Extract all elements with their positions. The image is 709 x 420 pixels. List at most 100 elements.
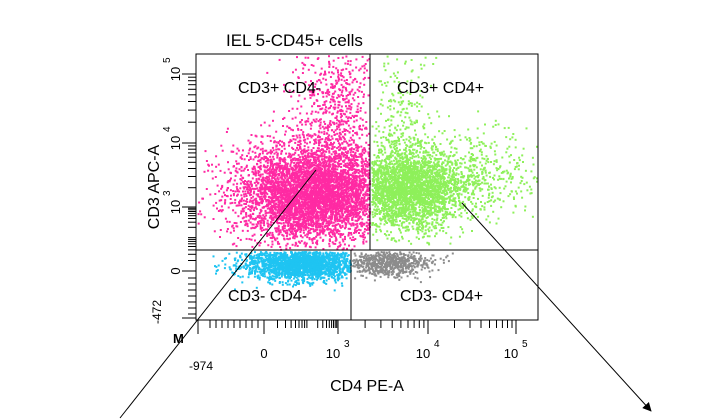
event-dot: [272, 192, 275, 195]
event-dot: [343, 138, 346, 141]
event-dot: [337, 178, 340, 181]
event-dot: [282, 215, 285, 218]
event-dot: [260, 185, 263, 188]
event-dot: [268, 172, 271, 175]
event-dot: [280, 182, 283, 185]
event-dot: [290, 155, 292, 158]
event-dot: [306, 196, 309, 199]
event-dot: [294, 227, 296, 230]
event-dot: [229, 231, 232, 234]
event-dot: [348, 201, 351, 204]
event-dot: [336, 202, 339, 205]
event-dot: [309, 191, 312, 194]
event-dot: [290, 180, 293, 182]
event-dot: [251, 223, 254, 226]
event-dot: [319, 201, 322, 204]
event-dot: [353, 162, 356, 165]
event-dot: [259, 159, 262, 161]
event-dot: [295, 172, 298, 175]
event-dot: [336, 147, 339, 150]
event-dot: [366, 184, 369, 187]
event-dot: [251, 201, 254, 204]
event-dot: [304, 192, 307, 195]
event-dot: [346, 247, 348, 250]
event-dot: [284, 163, 287, 166]
event-dot: [356, 159, 359, 161]
event-dot: [305, 179, 308, 182]
event-dot: [323, 133, 326, 135]
event-dot: [349, 60, 352, 63]
event-dot: [203, 216, 206, 219]
event-dot: [349, 127, 352, 130]
event-dot: [280, 205, 283, 207]
event-dot: [277, 227, 280, 230]
event-dot: [270, 190, 272, 193]
event-dot: [360, 160, 363, 163]
event-dot: [328, 159, 331, 162]
event-dot: [349, 148, 351, 151]
event-dot: [346, 213, 349, 216]
event-dot: [272, 110, 275, 113]
event-dot: [262, 217, 265, 220]
event-dot: [293, 209, 296, 212]
event-dot: [253, 190, 256, 193]
event-dot: [328, 151, 331, 154]
event-dot: [340, 119, 343, 122]
event-dot: [313, 222, 316, 225]
event-dot: [334, 150, 337, 153]
event-dot: [349, 204, 352, 207]
event-dot: [285, 170, 288, 173]
event-dot: [342, 168, 345, 171]
event-dot: [277, 178, 280, 181]
event-dot: [358, 215, 361, 218]
event-dot: [366, 193, 369, 196]
event-dot: [259, 215, 262, 218]
event-dot: [361, 211, 364, 214]
event-dot: [288, 194, 290, 196]
event-dot: [314, 214, 317, 217]
event-dot: [332, 188, 335, 191]
event-dot: [336, 216, 339, 219]
event-dot: [329, 185, 332, 188]
event-dot: [300, 150, 302, 153]
event-dot: [328, 216, 331, 219]
event-dot: [286, 219, 289, 222]
event-dot: [362, 177, 365, 180]
event-dot: [327, 183, 329, 185]
event-dot: [316, 243, 319, 246]
event-dot: [285, 235, 288, 237]
event-dot: [297, 202, 300, 205]
event-dot: [307, 230, 310, 233]
event-dot: [300, 168, 303, 171]
event-dot: [215, 165, 218, 168]
event-dot: [278, 212, 281, 215]
event-dot: [298, 202, 301, 204]
event-dot: [247, 192, 250, 195]
event-dot: [323, 156, 326, 159]
event-dot: [303, 166, 305, 169]
event-dot: [310, 195, 313, 198]
event-dot: [200, 213, 203, 216]
event-dot: [322, 95, 325, 98]
event-dot: [344, 221, 347, 224]
event-dot: [361, 150, 364, 153]
event-dot: [338, 78, 340, 81]
event-dot: [220, 199, 223, 202]
event-dot: [326, 185, 329, 188]
event-dot: [225, 189, 228, 192]
event-dot: [284, 214, 287, 217]
event-dot: [235, 160, 238, 163]
event-dot: [330, 86, 332, 89]
event-dot: [291, 169, 294, 172]
event-dot: [355, 182, 358, 184]
event-dot: [267, 225, 270, 228]
event-dot: [321, 239, 324, 242]
event-dot: [309, 232, 312, 234]
event-dot: [243, 193, 246, 196]
event-dot: [293, 218, 295, 221]
event-dot: [339, 204, 342, 207]
event-dot: [269, 189, 272, 192]
event-dot: [247, 204, 250, 207]
event-dot: [247, 208, 250, 210]
event-dot: [292, 220, 295, 223]
